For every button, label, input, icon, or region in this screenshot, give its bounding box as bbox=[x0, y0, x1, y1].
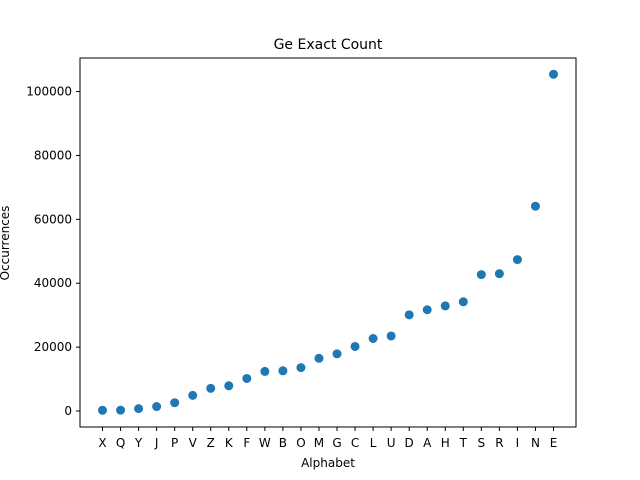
x-tick-label: D bbox=[405, 436, 414, 450]
x-tick-label: I bbox=[516, 436, 520, 450]
data-point bbox=[476, 270, 486, 280]
data-point bbox=[549, 69, 558, 79]
data-point bbox=[422, 305, 432, 315]
x-tick-label: H bbox=[441, 436, 450, 450]
data-point bbox=[332, 349, 342, 359]
x-tick-label: R bbox=[495, 436, 503, 450]
data-points bbox=[98, 69, 558, 415]
x-axis-label: Alphabet bbox=[301, 456, 355, 470]
data-point bbox=[296, 363, 306, 373]
data-point bbox=[458, 297, 468, 307]
x-tick-label: B bbox=[279, 436, 287, 450]
data-point bbox=[512, 255, 522, 265]
x-tick-label: A bbox=[423, 436, 432, 450]
x-tick-label: Z bbox=[207, 436, 215, 450]
x-tick-label: E bbox=[550, 436, 558, 450]
data-point bbox=[188, 390, 198, 400]
x-tick-label: U bbox=[387, 436, 396, 450]
y-tick-label: 60000 bbox=[34, 212, 72, 226]
data-point bbox=[98, 405, 107, 415]
x-tick-label: C bbox=[351, 436, 359, 450]
data-point bbox=[206, 383, 216, 393]
data-point bbox=[350, 341, 360, 351]
data-point bbox=[440, 301, 450, 311]
chart-title: Ge Exact Count bbox=[274, 37, 383, 53]
y-tick-label: 100000 bbox=[26, 85, 72, 99]
data-point bbox=[404, 310, 414, 320]
x-tick-label: X bbox=[98, 436, 106, 450]
y-tick-label: 0 bbox=[64, 404, 72, 418]
x-tick-label: Y bbox=[134, 436, 143, 450]
data-point bbox=[170, 398, 180, 408]
x-tick-label: G bbox=[332, 436, 341, 450]
x-tick-label: W bbox=[259, 436, 271, 450]
data-point bbox=[314, 353, 324, 363]
data-point bbox=[224, 381, 234, 391]
data-point bbox=[242, 373, 252, 383]
x-tick-label: L bbox=[370, 436, 377, 450]
x-tick-label: J bbox=[154, 436, 159, 450]
x-tick-label: Q bbox=[116, 436, 125, 450]
data-point bbox=[530, 201, 540, 211]
x-tick-label: K bbox=[225, 436, 234, 450]
data-point bbox=[260, 366, 270, 376]
data-point bbox=[494, 269, 504, 279]
x-tick-label: S bbox=[478, 436, 486, 450]
y-axis-label: Occurrences bbox=[0, 206, 12, 281]
y-tick-label: 20000 bbox=[34, 340, 72, 354]
x-tick-label: N bbox=[531, 436, 540, 450]
data-point bbox=[386, 331, 396, 341]
y-axis: 0 20000 40000 60000 80000 100000 bbox=[26, 85, 80, 418]
x-tick-label: T bbox=[459, 436, 468, 450]
x-tick-label: O bbox=[296, 436, 305, 450]
x-tick-label: F bbox=[243, 436, 250, 450]
plot-frame bbox=[79, 57, 577, 428]
data-point bbox=[152, 402, 162, 412]
data-point bbox=[116, 405, 126, 415]
y-tick-label: 40000 bbox=[34, 276, 72, 290]
data-point bbox=[278, 366, 288, 376]
x-tick-label: P bbox=[171, 436, 178, 450]
data-point bbox=[134, 404, 144, 414]
data-point bbox=[368, 334, 378, 344]
x-tick-label: V bbox=[189, 436, 198, 450]
x-tick-label: M bbox=[314, 436, 324, 450]
y-tick-label: 80000 bbox=[34, 148, 72, 162]
